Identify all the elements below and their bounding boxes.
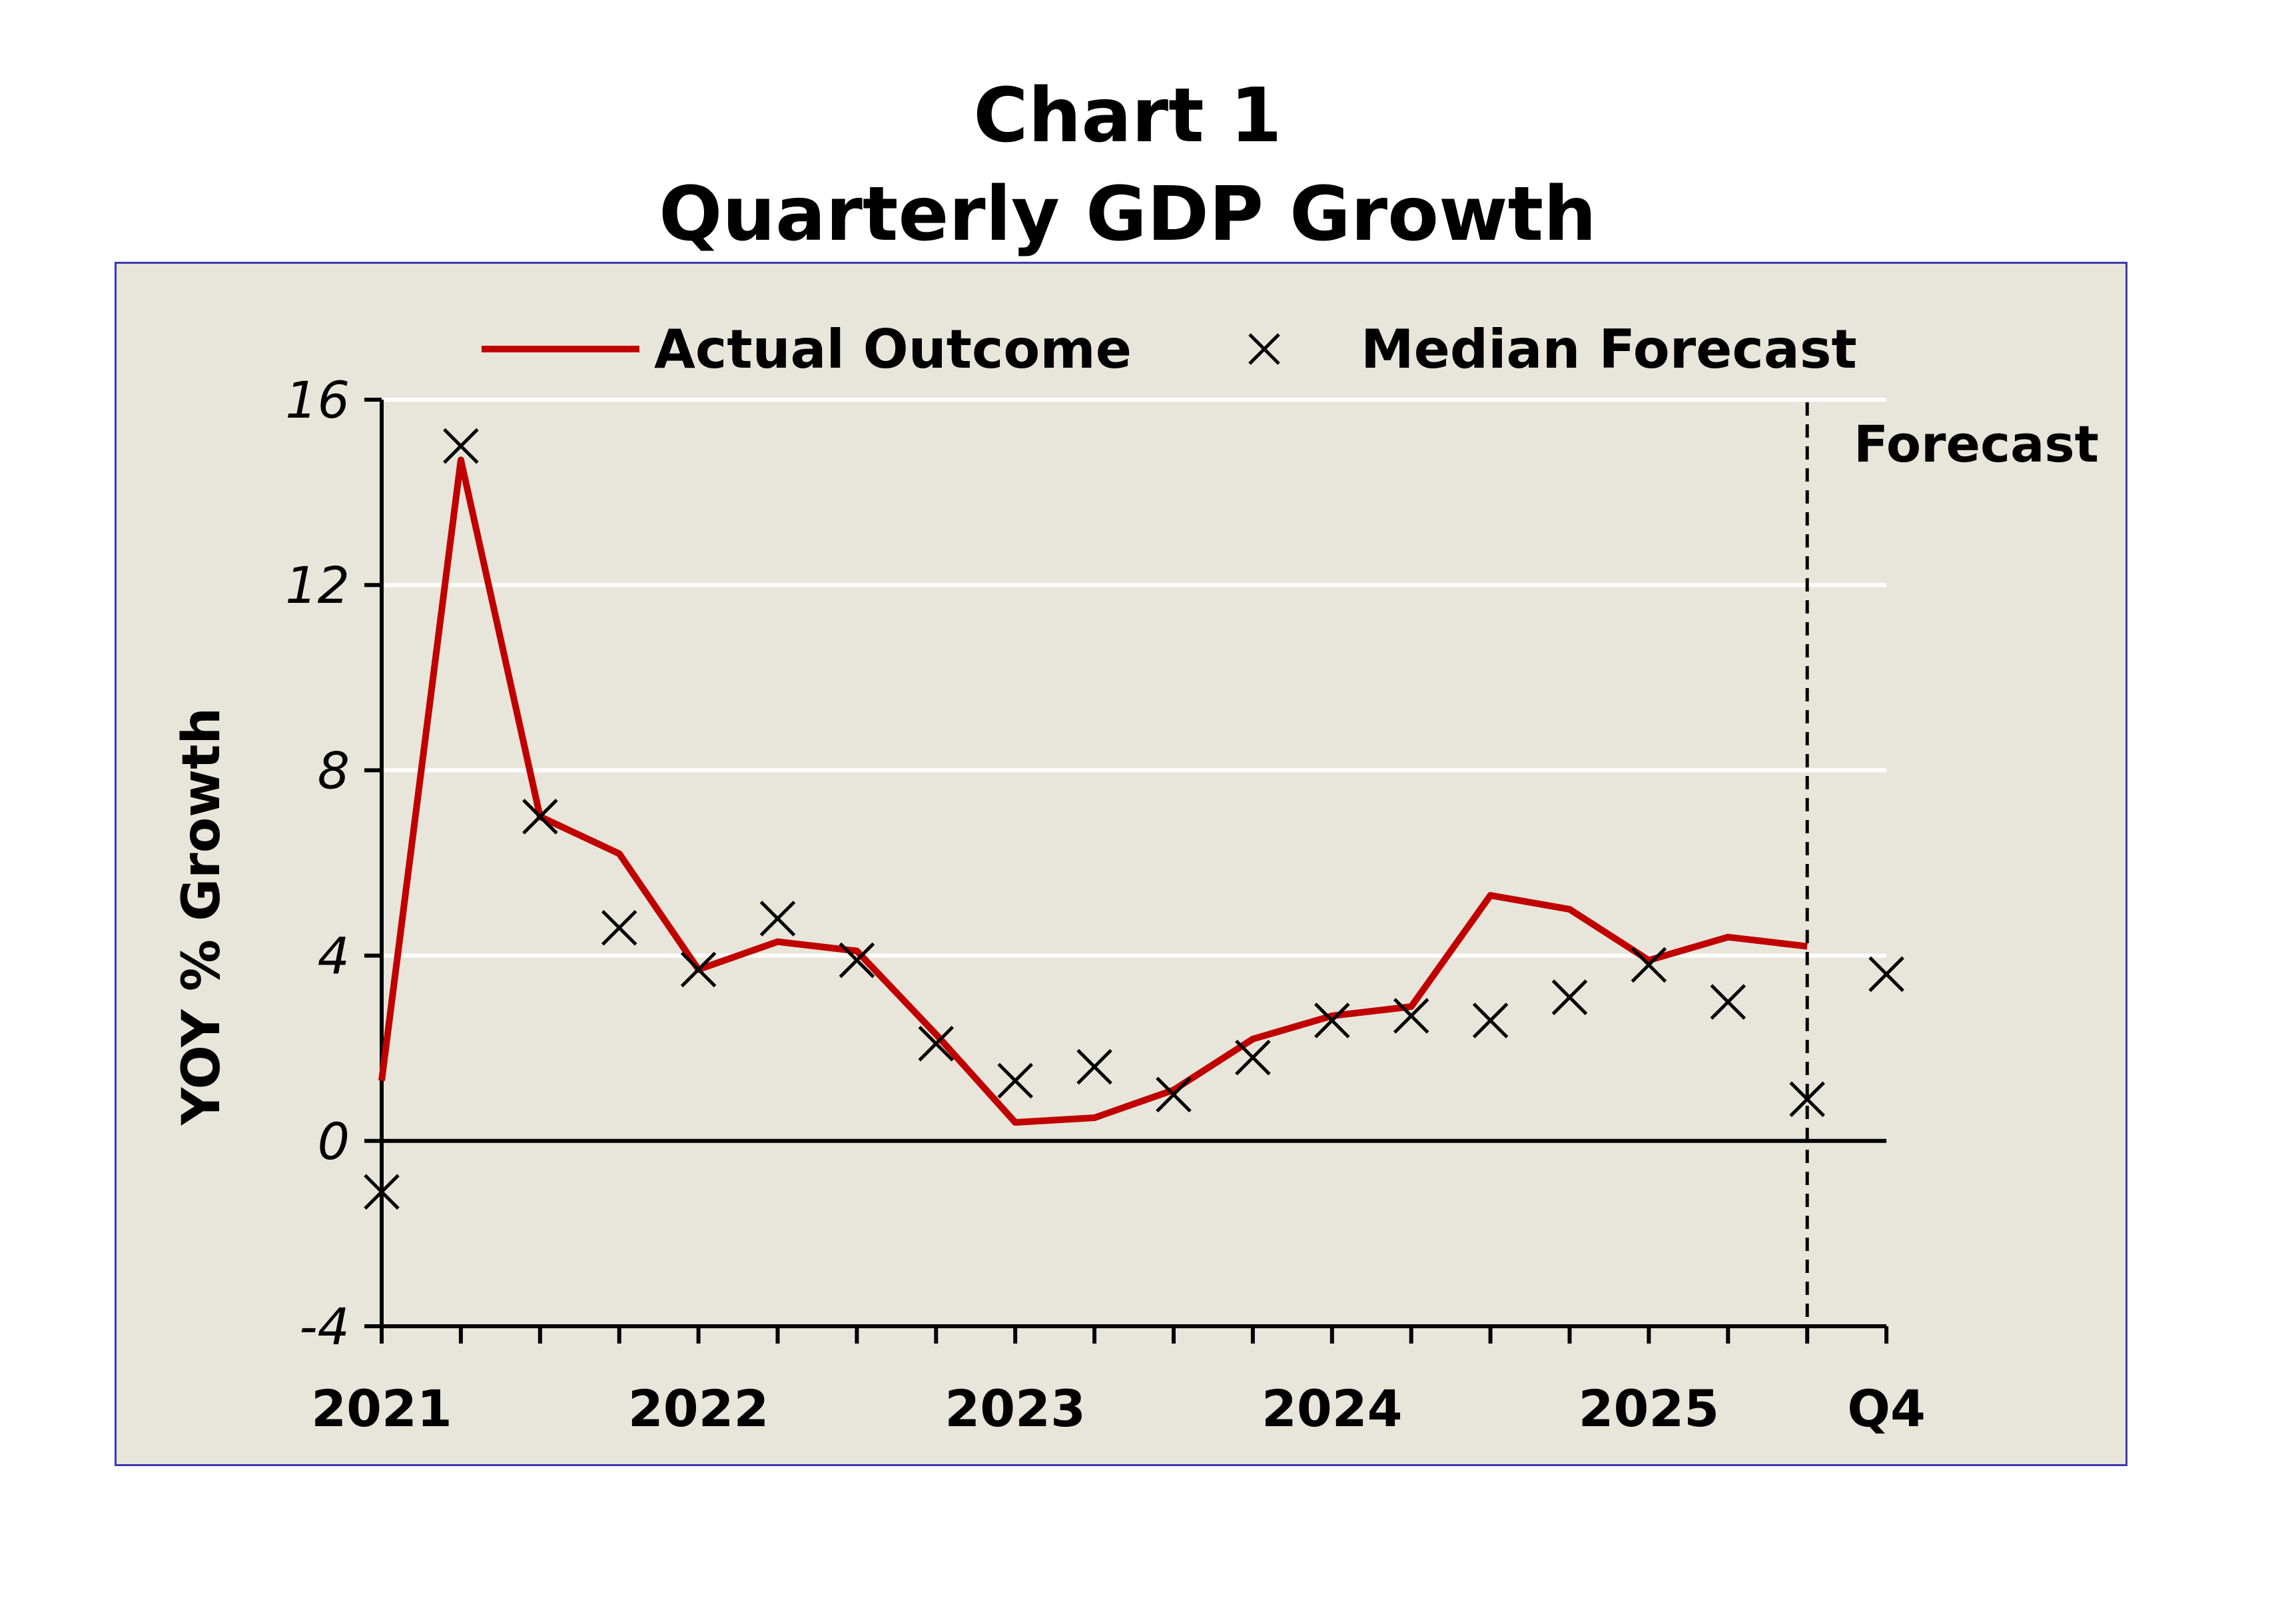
y-tick-label: 0 bbox=[318, 1112, 350, 1171]
y-axis-title: YOY % Growth bbox=[172, 707, 232, 1126]
median-forecast-marker bbox=[997, 1062, 1033, 1099]
y-tick-label: 8 bbox=[318, 741, 350, 800]
marker-stroke bbox=[1868, 956, 1904, 993]
legend: Actual Outcome Median Forecast bbox=[482, 318, 1857, 380]
x-tick-label: 2021 bbox=[311, 1379, 452, 1438]
axes bbox=[364, 398, 1889, 1344]
forecast-annotation: Forecast bbox=[1854, 414, 2099, 474]
x-tick-label: 2023 bbox=[945, 1379, 1086, 1438]
actual-outcome-point bbox=[1252, 1038, 1254, 1040]
actual-outcome-point bbox=[856, 951, 857, 952]
median-forecast-marker bbox=[601, 910, 637, 946]
median-forecast-marker bbox=[1868, 956, 1904, 993]
marker-stroke bbox=[522, 799, 558, 835]
actual-outcome-point bbox=[381, 1080, 382, 1081]
legend-forecast-swatch bbox=[1248, 333, 1280, 365]
chart-title-block: Chart 1 Quarterly GDP Growth bbox=[0, 67, 2255, 264]
actual-outcome-point bbox=[1806, 946, 1808, 947]
actual-outcome-line bbox=[378, 456, 1808, 1126]
y-tick-label: 4 bbox=[318, 927, 350, 986]
median-forecast-marker bbox=[1156, 1076, 1192, 1113]
actual-outcome-point bbox=[460, 459, 462, 460]
marker-stroke bbox=[918, 1025, 954, 1062]
chart-title-line-2: Quarterly GDP Growth bbox=[659, 171, 1597, 258]
marker-stroke bbox=[1156, 1076, 1192, 1113]
median-forecast-marker bbox=[1393, 998, 1429, 1034]
marker-stroke bbox=[1393, 998, 1429, 1034]
marker-stroke bbox=[1789, 1081, 1825, 1117]
actual-outcome-point bbox=[1173, 1089, 1174, 1090]
marker-stroke bbox=[759, 901, 796, 937]
actual-outcome-point bbox=[1094, 1117, 1095, 1118]
marker-stroke bbox=[839, 942, 875, 979]
median-forecast-marker bbox=[839, 942, 875, 979]
x-tick-label: 2022 bbox=[628, 1379, 769, 1438]
legend-forecast-label: Median Forecast bbox=[1361, 318, 1857, 380]
marker-stroke bbox=[680, 951, 717, 988]
actual-outcome-point bbox=[1331, 1015, 1333, 1016]
marker-stroke bbox=[364, 1174, 400, 1210]
x-tick-label: 2025 bbox=[1579, 1379, 1720, 1438]
median-forecast-marker bbox=[918, 1025, 954, 1062]
series bbox=[364, 428, 1904, 1210]
median-forecast-marker bbox=[1314, 1003, 1350, 1038]
marker-stroke bbox=[1472, 1003, 1509, 1038]
tick-labels: -4 0 4 8 12 16 2021 2022 2023 2024 2025 Q4 bbox=[285, 370, 1926, 1438]
marker-stroke bbox=[1710, 984, 1746, 1020]
actual-outcome-point bbox=[1727, 937, 1728, 938]
marker-stroke bbox=[1314, 1003, 1350, 1038]
actual-outcome-point bbox=[1569, 909, 1571, 910]
y-tick-label: 16 bbox=[285, 370, 350, 430]
median-forecast-marker bbox=[364, 1174, 400, 1210]
actual-outcome-point bbox=[777, 941, 779, 943]
actual-outcome-point bbox=[1411, 1006, 1412, 1007]
legend-actual-label: Actual Outcome bbox=[654, 318, 1132, 380]
median-forecast-marker bbox=[759, 901, 796, 937]
marker-stroke bbox=[1631, 947, 1667, 983]
y-tick-label: 12 bbox=[285, 556, 350, 615]
median-forecast-marker bbox=[1710, 984, 1746, 1020]
median-forecast-marker bbox=[1076, 1048, 1112, 1085]
marker-stroke bbox=[997, 1062, 1033, 1099]
marker-stroke bbox=[1248, 333, 1280, 365]
median-forecast-marker bbox=[443, 428, 479, 464]
x-tick-label: Q4 bbox=[1847, 1379, 1926, 1438]
marker-stroke bbox=[1551, 979, 1588, 1015]
median-forecast-marker bbox=[1235, 1039, 1271, 1076]
gridlines bbox=[382, 398, 1887, 958]
actual-outcome-point bbox=[619, 853, 620, 855]
plot-panel: -4 0 4 8 12 16 2021 2022 2023 2024 2025 Q4 Actual O… bbox=[115, 262, 2127, 1466]
marker-stroke bbox=[1076, 1048, 1112, 1085]
chart-svg: -4 0 4 8 12 16 2021 2022 2023 2024 2025 Q4 Actual O… bbox=[172, 318, 2099, 1438]
actual-outcome-point bbox=[1490, 895, 1491, 896]
median-forecast-marker bbox=[1631, 947, 1667, 983]
median-forecast-marker bbox=[1789, 1081, 1825, 1117]
x-tick-label: 2024 bbox=[1262, 1379, 1403, 1438]
median-forecast-marker bbox=[1472, 1003, 1509, 1038]
y-tick-label: -4 bbox=[299, 1297, 350, 1356]
marker-stroke bbox=[443, 428, 479, 464]
actual-outcome-point bbox=[935, 1034, 937, 1035]
marker-stroke bbox=[601, 910, 637, 946]
median-forecast-marker bbox=[1551, 979, 1588, 1015]
marker-stroke bbox=[1235, 1039, 1271, 1076]
chart-title-line-1: Chart 1 bbox=[973, 73, 1282, 159]
median-forecast-marker bbox=[680, 951, 717, 988]
actual-outcome-point bbox=[1648, 960, 1649, 961]
actual-outcome-point bbox=[1014, 1122, 1016, 1123]
median-forecast-marker bbox=[522, 799, 558, 835]
